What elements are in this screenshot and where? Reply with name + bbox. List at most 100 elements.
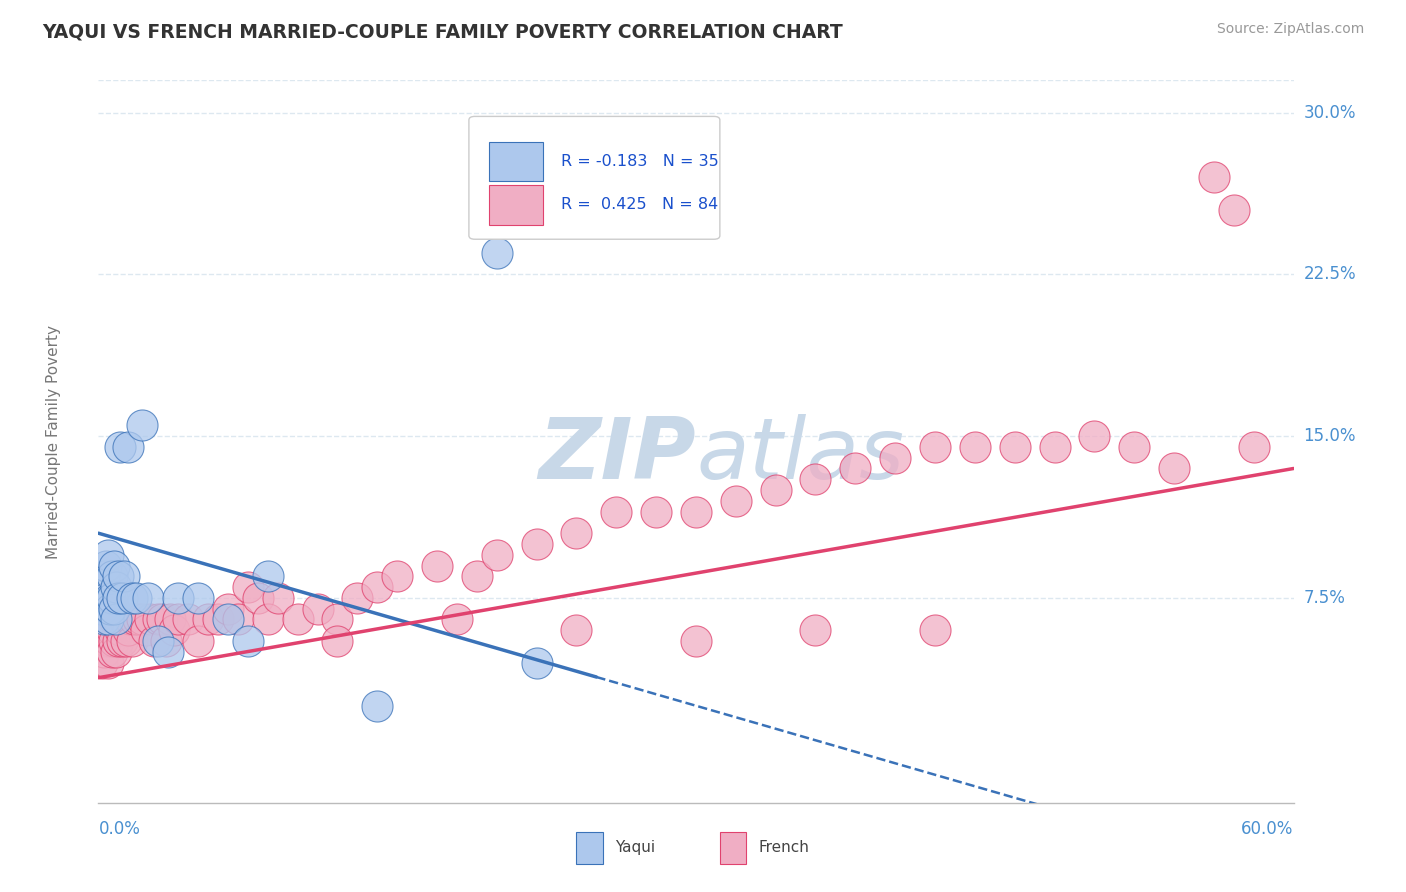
Point — [1202, 170, 1225, 185]
Point — [385, 569, 409, 583]
Point — [924, 440, 946, 454]
Point — [465, 569, 488, 583]
Point — [93, 645, 115, 659]
Point — [125, 591, 148, 605]
Text: YAQUI VS FRENCH MARRIED-COUPLE FAMILY POVERTY CORRELATION CHART: YAQUI VS FRENCH MARRIED-COUPLE FAMILY PO… — [42, 22, 844, 41]
Point — [98, 601, 122, 615]
Point — [93, 569, 115, 583]
Point — [115, 634, 138, 648]
Point — [101, 645, 124, 659]
Point — [112, 569, 135, 583]
Text: R =  0.425   N = 84: R = 0.425 N = 84 — [561, 197, 718, 212]
Point — [804, 624, 827, 638]
Text: Yaqui: Yaqui — [614, 840, 655, 855]
FancyBboxPatch shape — [470, 117, 720, 239]
Point — [117, 624, 139, 638]
Point — [103, 558, 125, 573]
Point — [526, 656, 548, 670]
Point — [107, 612, 129, 626]
Point — [1123, 440, 1146, 454]
Point — [120, 612, 142, 626]
Point — [724, 493, 747, 508]
Point — [98, 634, 122, 648]
Point — [101, 591, 124, 605]
Point — [97, 656, 120, 670]
Point — [121, 591, 143, 605]
Point — [685, 634, 707, 648]
Point — [112, 612, 135, 626]
Point — [111, 591, 134, 605]
Text: ZIP: ZIP — [538, 415, 696, 498]
Point — [526, 537, 548, 551]
Text: Source: ZipAtlas.com: Source: ZipAtlas.com — [1216, 22, 1364, 37]
Point — [105, 580, 128, 594]
Point — [236, 634, 259, 648]
Point — [135, 624, 157, 638]
Point — [307, 601, 329, 615]
Point — [1043, 440, 1066, 454]
Point — [685, 505, 707, 519]
Point — [804, 472, 827, 486]
Point — [167, 591, 190, 605]
Point — [485, 245, 508, 260]
FancyBboxPatch shape — [489, 185, 543, 225]
Point — [143, 634, 166, 648]
Point — [117, 440, 139, 454]
Point — [148, 612, 170, 626]
Text: R = -0.183   N = 35: R = -0.183 N = 35 — [561, 154, 718, 169]
Point — [96, 591, 118, 605]
Point — [267, 591, 290, 605]
Point — [150, 612, 173, 626]
Point — [98, 591, 122, 605]
Point — [101, 624, 124, 638]
Point — [91, 656, 114, 670]
Point — [101, 569, 124, 583]
Text: 7.5%: 7.5% — [1303, 589, 1346, 607]
Point — [96, 558, 118, 573]
FancyBboxPatch shape — [720, 831, 747, 864]
Point — [110, 440, 132, 454]
Point — [1243, 440, 1265, 454]
Point — [131, 418, 153, 433]
Point — [884, 450, 907, 465]
Point — [107, 591, 129, 605]
Point — [139, 612, 162, 626]
Point — [765, 483, 787, 497]
Point — [110, 624, 132, 638]
Point — [89, 634, 111, 648]
Point — [844, 461, 866, 475]
Point — [1163, 461, 1185, 475]
Point — [93, 612, 115, 626]
Point — [155, 634, 177, 648]
Point — [246, 591, 269, 605]
Point — [159, 612, 181, 626]
Text: Married-Couple Family Poverty: Married-Couple Family Poverty — [45, 325, 60, 558]
Point — [645, 505, 668, 519]
Point — [177, 612, 200, 626]
Point — [924, 624, 946, 638]
Point — [605, 505, 627, 519]
Point — [1004, 440, 1026, 454]
Point — [121, 634, 143, 648]
Point — [97, 548, 120, 562]
Text: 0.0%: 0.0% — [98, 820, 141, 838]
Point — [131, 612, 153, 626]
Point — [217, 612, 239, 626]
Point — [167, 612, 190, 626]
Point — [148, 634, 170, 648]
Point — [326, 612, 349, 626]
Point — [103, 601, 125, 615]
Point — [346, 591, 368, 605]
FancyBboxPatch shape — [489, 142, 543, 181]
Point — [963, 440, 986, 454]
Point — [124, 612, 146, 626]
Point — [107, 569, 129, 583]
Point — [93, 612, 115, 626]
Text: 60.0%: 60.0% — [1241, 820, 1294, 838]
Point — [187, 591, 209, 605]
Point — [157, 645, 180, 659]
Point — [1083, 429, 1105, 443]
Point — [446, 612, 468, 626]
Point — [326, 634, 349, 648]
Point — [287, 612, 309, 626]
